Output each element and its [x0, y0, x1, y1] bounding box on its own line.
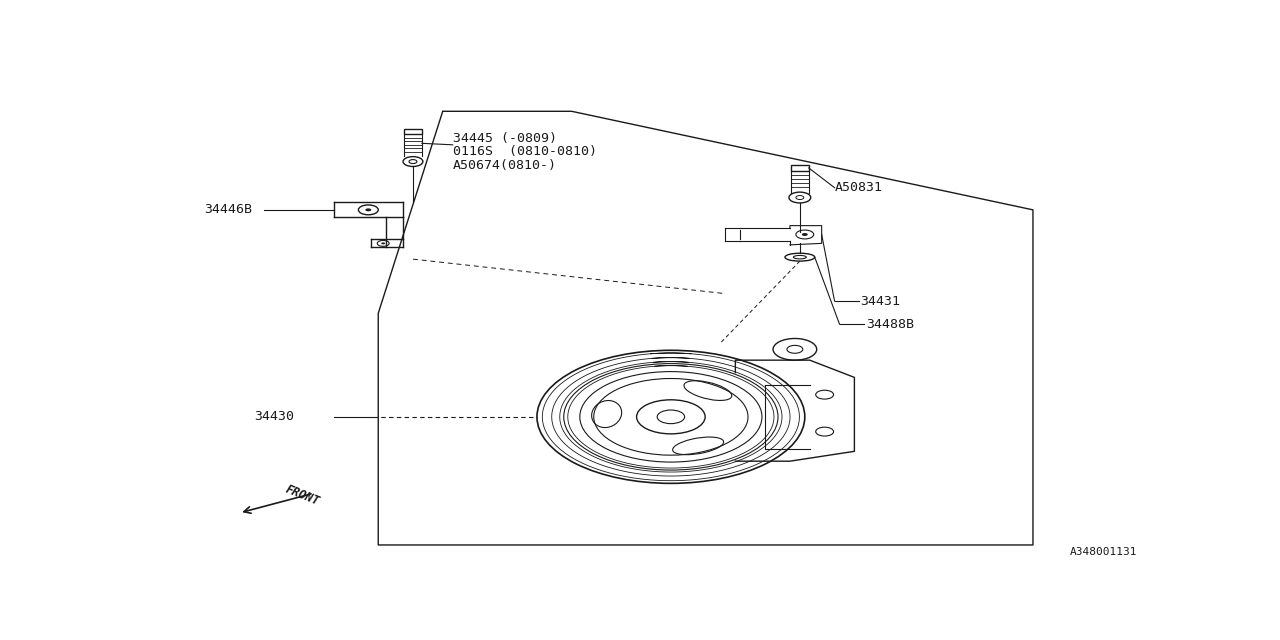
Text: 34488B: 34488B	[867, 317, 914, 331]
Text: A348001131: A348001131	[1070, 547, 1137, 557]
Text: 34445 (-0809): 34445 (-0809)	[453, 132, 557, 145]
Text: FRONT: FRONT	[284, 483, 321, 508]
Text: 34446B: 34446B	[205, 204, 252, 216]
Text: 0116S  (0810-0810): 0116S (0810-0810)	[453, 145, 596, 158]
Circle shape	[365, 209, 371, 211]
Text: 34431: 34431	[860, 294, 900, 308]
Bar	[404, 129, 422, 134]
Text: 34430: 34430	[255, 410, 294, 423]
Text: A50831: A50831	[835, 181, 883, 194]
Circle shape	[801, 233, 808, 236]
Text: A50674(0810-): A50674(0810-)	[453, 159, 557, 172]
Circle shape	[381, 243, 385, 244]
Bar	[791, 165, 809, 172]
